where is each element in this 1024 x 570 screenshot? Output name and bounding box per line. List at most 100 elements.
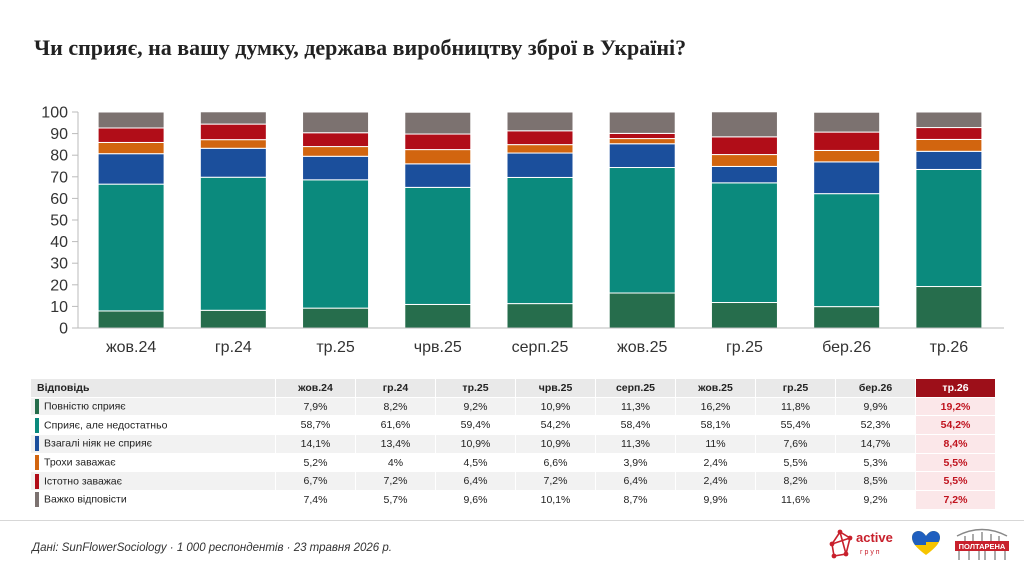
bar-segment [506,176,574,305]
bar-segment [813,149,881,163]
bars [97,111,983,329]
table-header-cell: тр.26 [915,378,996,398]
table-cell: 8,7% [595,490,676,510]
table-cell: 59,4% [435,415,516,436]
bar-segment [302,155,370,181]
legend-swatch [35,399,39,415]
table-cell: 7,4% [275,490,356,510]
y-tick-label: 10 [50,299,68,316]
table-body: Повністю сприяє 7,9% 8,2% 9,2% 10,9% 11,3% 16,… [30,396,996,510]
bar-segment [915,168,983,288]
table-cell: 9,9% [675,490,756,510]
table-row-label: Трохи заважає [30,452,276,473]
table-cell: 61,6% [355,415,436,436]
table-cell: 5,5% [915,452,996,473]
table-cell: 58,1% [675,415,756,436]
table-cell: 9,9% [835,396,916,417]
table-header-cell: жов.24 [275,378,356,398]
y-tick-label: 90 [50,126,68,143]
bar-segment [813,111,881,133]
table-cell: 2,4% [675,452,756,473]
footer-divider [0,520,1024,521]
series-name: Трохи заважає [44,456,116,469]
x-tick-label: гр.25 [726,339,763,356]
bar-segment [506,144,574,154]
table-cell: 16,2% [675,396,756,417]
table-cell: 4,5% [435,452,516,473]
stacked-bar-chart: 0 10 20 30 40 50 60 70 80 90 100 жов.24 гр.24 тр.25 ч… [41,105,1004,356]
data-table: Відповідь жов.24 гр.24 тр.25 чрв.25 серп.25 ж… [30,378,996,510]
table-cell: 4% [355,452,436,473]
table-cell: 8,5% [835,471,916,492]
table-header-cell: жов.25 [675,378,756,398]
series-name: Важко відповісти [44,493,127,506]
bar-segment [608,167,676,294]
bar-segment [506,152,574,178]
bar-segment [199,309,267,329]
table-cell: 7,2% [915,490,996,510]
table-cell: 8,2% [355,396,436,417]
table-row: Повністю сприяє 7,9% 8,2% 9,2% 10,9% 11,3% 16,… [30,396,996,417]
table-cell: 3,9% [595,452,676,473]
bar-segment [710,111,778,138]
bar-segment [302,132,370,148]
bar-segment [97,141,165,155]
bar-segment [404,186,472,305]
bar-segment [506,111,574,132]
series-name: Істотно заважає [44,475,123,488]
table-row-label: Взагалі ніяк не сприяє [30,434,276,454]
table-cell: 6,4% [435,471,516,492]
legend-swatch [35,455,39,471]
bar-segment [404,303,472,329]
table-cell: 10,9% [515,434,596,454]
bar-segment [608,111,676,134]
y-tick-label: 100 [41,105,68,122]
table-row-label: Важко відповісти [30,490,276,510]
bar-segment [404,111,472,135]
x-tick-label: жов.24 [106,339,156,356]
table-cell: 8,4% [915,434,996,454]
bar-segment [302,179,370,309]
bar-segment [199,139,267,149]
table-cell: 5,2% [275,452,356,473]
table-cell: 9,2% [435,396,516,417]
bar-segment [404,163,472,188]
y-tick-label: 70 [50,169,68,186]
table-row-label: Повністю сприяє [30,396,276,417]
table-cell: 7,2% [515,471,596,492]
table-cell: 19,2% [915,396,996,417]
y-tick-label: 40 [50,234,68,251]
table-row-label: Сприяє, але недостатньо [30,415,276,436]
series-name: Взагалі ніяк не сприяє [44,437,153,450]
table-cell: 2,4% [675,471,756,492]
table-cell: 55,4% [755,415,836,436]
poltarena-logo: ПОЛТАРЕНА [955,528,1009,560]
table-cell: 58,4% [595,415,676,436]
table-header-cell: гр.24 [355,378,436,398]
table-header-cell: серп.25 [595,378,676,398]
table-header-cell: бер.26 [835,378,916,398]
table-cell: 10,1% [515,490,596,510]
table-cell: 52,3% [835,415,916,436]
table-header-cell: гр.25 [755,378,836,398]
table-row: Важко відповісти 7,4% 5,7% 9,6% 10,1% 8,7% 9,9… [30,490,996,510]
table-cell: 54,2% [915,415,996,436]
legend-swatch [35,492,39,508]
x-tick-label: тр.25 [316,339,355,356]
x-tick-label: жов.25 [617,339,667,356]
table-cell: 11,3% [595,396,676,417]
bar-segment [199,111,267,125]
source-note: Дані: SunFlowerSociology · 1 000 респонд… [32,542,392,554]
table-cell: 54,2% [515,415,596,436]
heart-icon [912,531,940,555]
table-cell: 7,9% [275,396,356,417]
table-row-label: Істотно заважає [30,471,276,492]
bar-segment [199,176,267,311]
table-cell: 6,7% [275,471,356,492]
bar-segment [97,111,165,129]
series-name: Повністю сприяє [44,400,126,413]
table-row: Взагалі ніяк не сприяє 14,1% 13,4% 10,9% 10,… [30,434,996,454]
y-axis: 0 10 20 30 40 50 60 70 80 90 100 [41,105,79,338]
table-cell: 6,4% [595,471,676,492]
table-cell: 58,7% [275,415,356,436]
